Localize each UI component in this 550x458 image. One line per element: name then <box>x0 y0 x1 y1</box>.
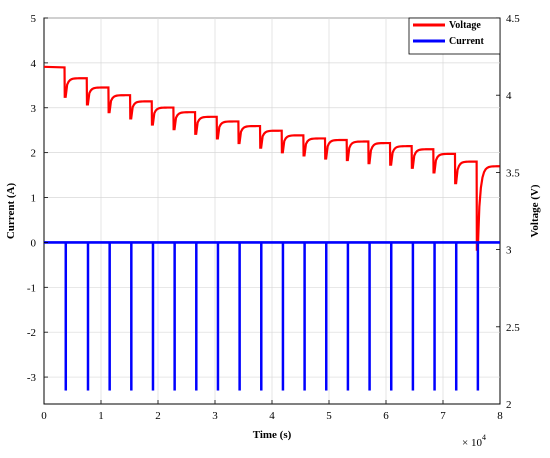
grid <box>44 17 500 404</box>
ticks: 0 1 2 3 4 5 6 7 8 -3 -2 -1 0 1 2 3 4 5 2 2.5 3 3.5 4 4.5 <box>27 13 520 422</box>
x-tick-label: 2 <box>155 410 161 422</box>
y-left-tick-label: 4 <box>31 58 37 70</box>
y-left-tick-label: 1 <box>31 193 37 205</box>
y-right-tick-label: 2 <box>506 399 512 411</box>
y-axis-right-label: Voltage (V) <box>529 184 541 237</box>
current-pulse <box>195 242 198 391</box>
legend: Voltage Current <box>408 17 501 55</box>
voltage-line <box>43 65 500 251</box>
y-right-tick-label: 3.5 <box>506 167 520 179</box>
x-multiplier: × 104 <box>462 433 486 449</box>
x-tick-label: 0 <box>41 410 47 422</box>
x-tick-label: 1 <box>98 410 104 422</box>
y-right-tick-label: 4.5 <box>506 13 520 25</box>
current-pulse <box>303 242 306 391</box>
y-left-tick-label: -3 <box>27 372 37 384</box>
current-pulse <box>64 242 68 391</box>
series-current <box>44 241 500 391</box>
x-multiplier-exponent: 4 <box>482 433 486 442</box>
y-left-tick-label: 0 <box>31 237 37 249</box>
current-pulse <box>389 242 393 391</box>
current-pulse <box>260 242 263 391</box>
current-pulse <box>108 242 111 391</box>
legend-label-voltage: Voltage <box>449 20 481 31</box>
x-tick-label: 3 <box>212 410 218 422</box>
current-pulse <box>238 242 241 391</box>
y-right-tick-label: 3 <box>506 245 512 257</box>
x-tick-label: 7 <box>440 410 446 422</box>
legend-label-current: Current <box>449 36 484 47</box>
x-tick-label: 4 <box>269 410 275 422</box>
current-pulse <box>216 242 220 391</box>
current-pulse <box>476 242 480 391</box>
x-multiplier-base: × 10 <box>462 437 482 449</box>
x-tick-label: 8 <box>497 410 503 422</box>
current-pulse <box>346 242 350 391</box>
y-left-tick-label: -2 <box>27 327 36 339</box>
current-pulse <box>454 242 458 391</box>
y-left-tick-label: 2 <box>31 148 37 160</box>
current-pulse <box>281 242 285 391</box>
x-tick-label: 6 <box>383 410 389 422</box>
current-pulse <box>411 242 415 391</box>
y-right-tick-label: 2.5 <box>506 322 520 334</box>
x-axis-label: Time (s) <box>253 429 292 441</box>
y-left-tick-label: 5 <box>31 13 37 25</box>
series-voltage <box>43 65 500 251</box>
current-pulse <box>151 242 155 391</box>
x-tick-label: 5 <box>326 410 332 422</box>
y-right-tick-label: 4 <box>506 90 512 102</box>
current-pulse <box>86 242 90 391</box>
current-pulse <box>325 242 328 391</box>
current-pulse <box>173 242 176 391</box>
y-axis-left-label: Current (A) <box>5 183 17 240</box>
y-left-tick-label: 3 <box>31 103 37 115</box>
current-pulse <box>368 242 371 391</box>
current-pulse <box>130 242 133 391</box>
y-left-tick-label: -1 <box>27 282 36 294</box>
current-pulse <box>433 242 436 391</box>
